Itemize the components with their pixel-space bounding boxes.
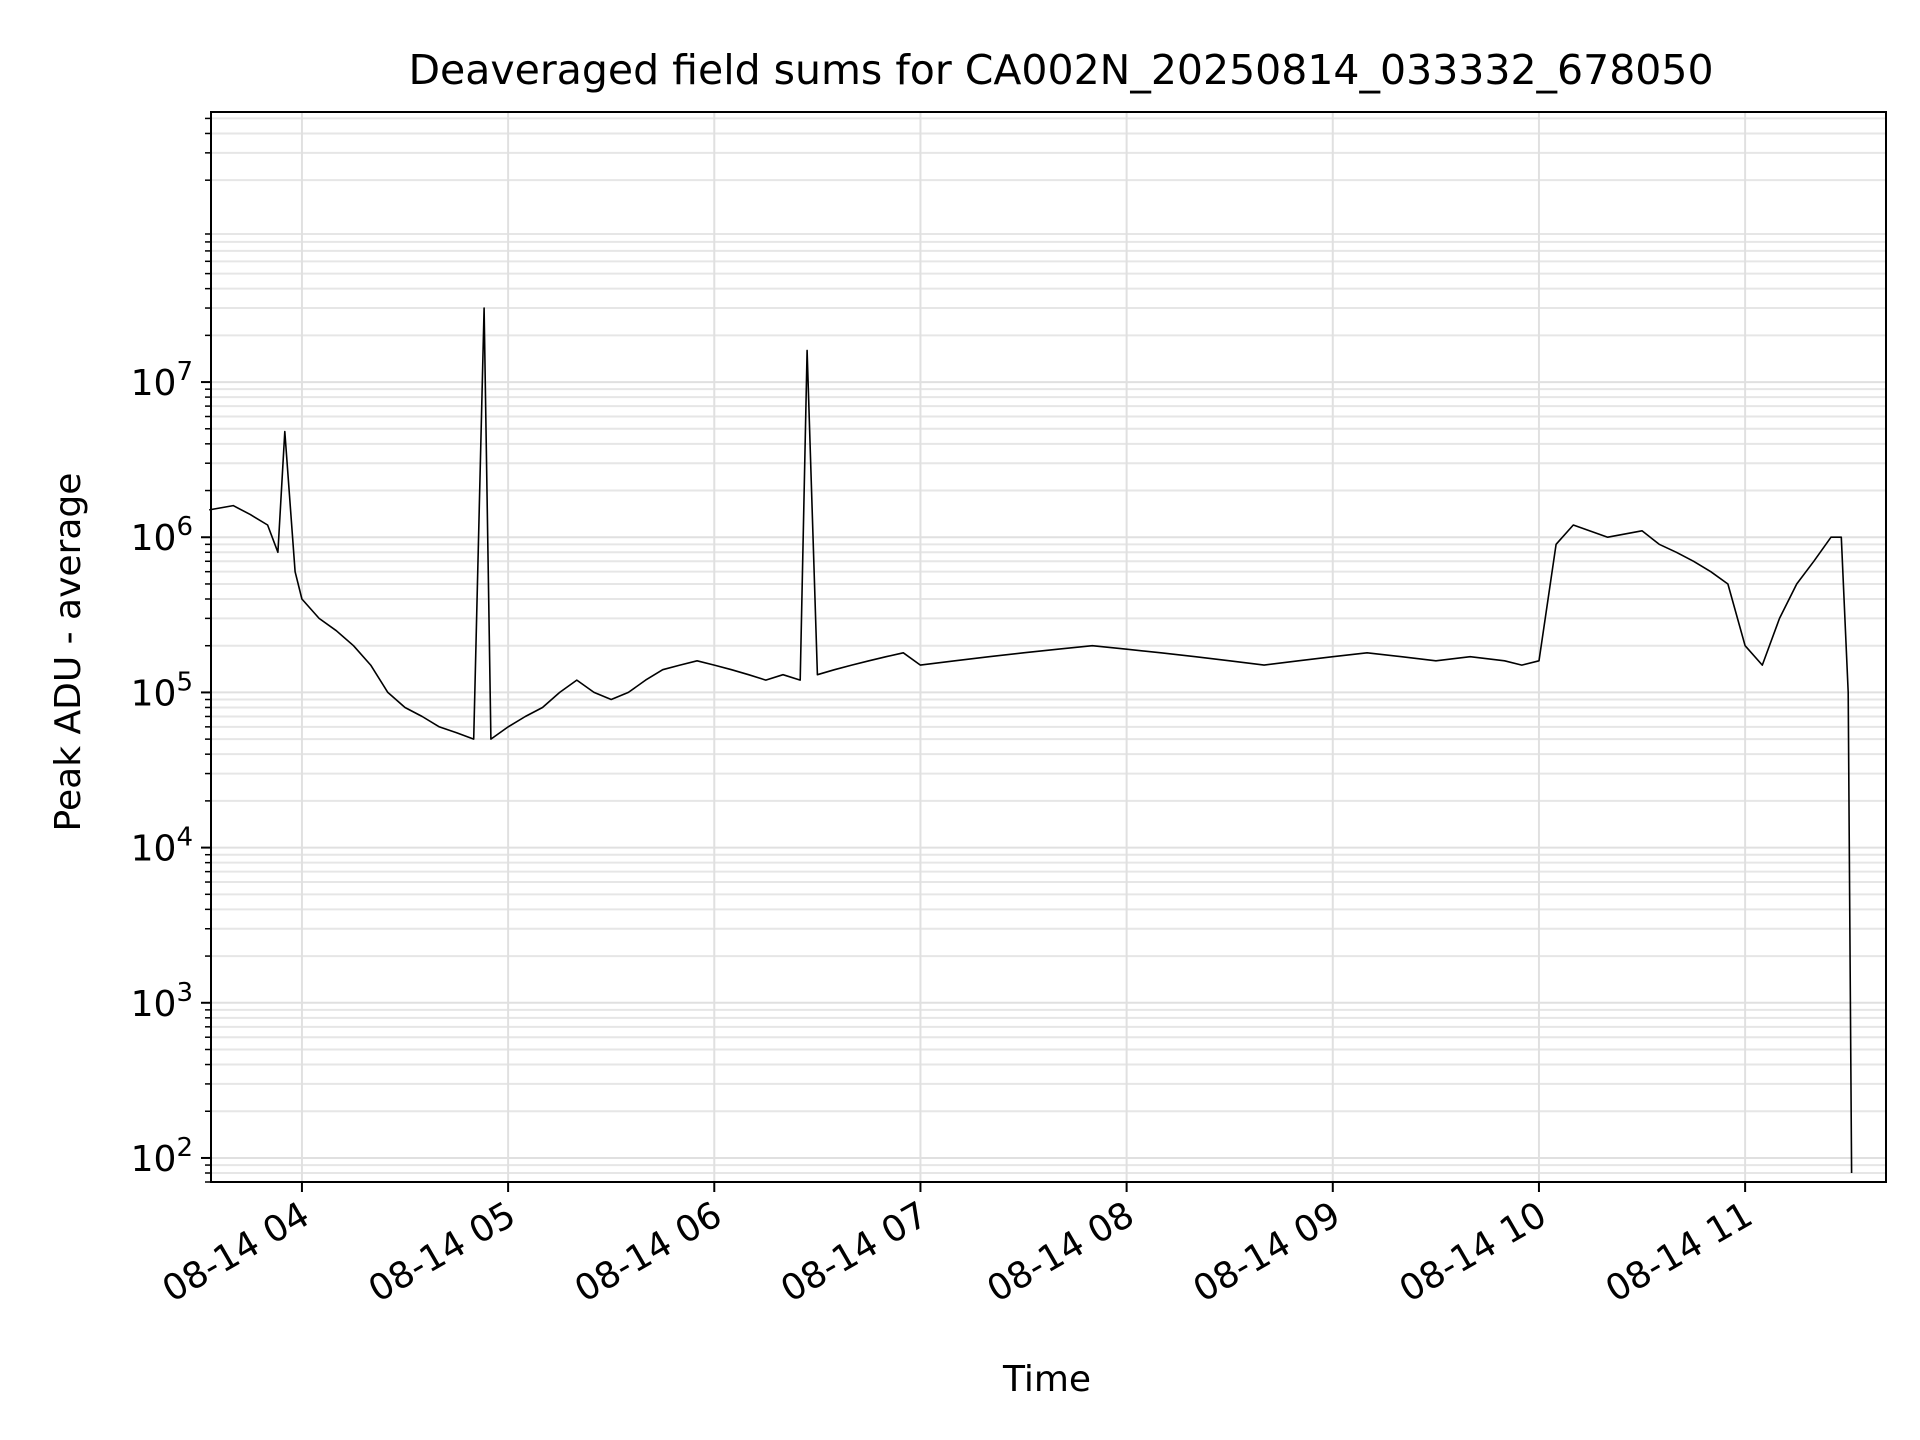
y-tick-label: 103 (131, 978, 193, 1025)
y-axis-label: Peak ADU - average (48, 473, 89, 832)
y-tick-exponent: 4 (176, 823, 193, 853)
y-tick-label: 107 (131, 357, 193, 404)
y-tick-base: 10 (131, 829, 177, 870)
y-tick-base: 10 (131, 673, 177, 714)
plot-frame (210, 111, 1887, 1183)
y-tick-base: 10 (131, 984, 177, 1025)
y-tick-label: 102 (131, 1133, 193, 1180)
data-series-line (209, 307, 1853, 1174)
y-tick-exponent: 5 (176, 667, 193, 697)
y-tick-base: 10 (131, 363, 177, 404)
y-tick-label: 105 (131, 667, 193, 714)
y-tick-label: 106 (131, 512, 193, 559)
y-tick-exponent: 7 (176, 357, 193, 387)
y-tick-base: 10 (131, 518, 177, 559)
x-axis-label: Time (1002, 1359, 1091, 1400)
y-tick-label: 104 (131, 823, 193, 870)
grid (211, 112, 1886, 1183)
y-tick-base: 10 (131, 1139, 177, 1180)
y-tick-exponent: 6 (176, 512, 193, 542)
chart-title: Deaveraged field sums for CA002N_2025081… (408, 46, 1713, 94)
data-line-layer (209, 307, 1853, 1174)
y-tick-exponent: 2 (176, 1133, 193, 1163)
y-tick-exponent: 3 (176, 978, 193, 1008)
